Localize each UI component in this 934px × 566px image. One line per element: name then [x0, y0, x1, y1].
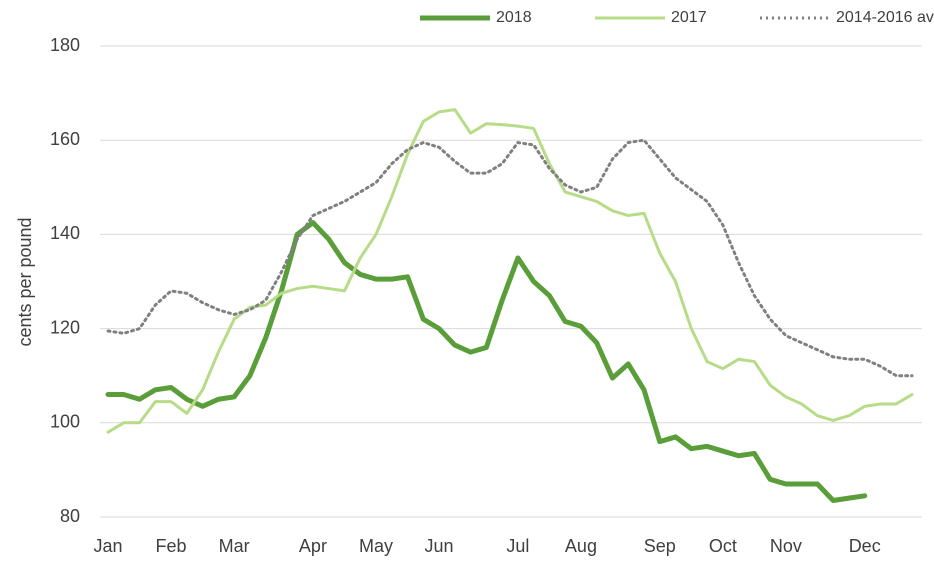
- series-line: [105, 220, 868, 504]
- y-tick-label: 80: [60, 506, 80, 526]
- legend-label: 2018: [496, 9, 532, 26]
- x-tick-label: Jan: [93, 536, 122, 556]
- y-tick-label: 180: [50, 35, 80, 55]
- x-tick-label: Aug: [565, 536, 597, 556]
- x-tick-label: Feb: [156, 536, 187, 556]
- y-tick-label: 140: [50, 223, 80, 243]
- legend-label: 2014-2016 avg: [836, 9, 934, 26]
- y-tick-label: 160: [50, 129, 80, 149]
- x-tick-label: Dec: [849, 536, 881, 556]
- x-tick-label: Jul: [506, 536, 529, 556]
- x-tick-label: Sep: [644, 536, 676, 556]
- legend-label: 2017: [671, 9, 707, 26]
- x-tick-label: Oct: [709, 536, 737, 556]
- x-tick-label: Nov: [770, 536, 802, 556]
- x-tick-label: Mar: [219, 536, 250, 556]
- x-tick-label: Apr: [299, 536, 327, 556]
- y-axis-label: cents per pound: [15, 217, 35, 346]
- series-line: [106, 138, 914, 378]
- y-tick-label: 120: [50, 317, 80, 337]
- y-tick-label: 100: [50, 412, 80, 432]
- series-line: [106, 108, 914, 434]
- x-tick-label: Jun: [425, 536, 454, 556]
- x-tick-label: May: [359, 536, 393, 556]
